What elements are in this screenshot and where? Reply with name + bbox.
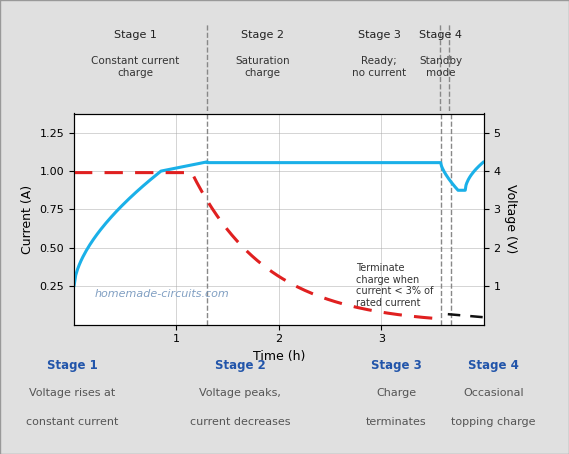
Text: terminates: terminates <box>366 417 426 427</box>
Text: Voltage rises at: Voltage rises at <box>30 388 116 398</box>
Text: Saturation
charge: Saturation charge <box>235 56 290 78</box>
Text: Standby
mode: Standby mode <box>419 56 462 78</box>
Text: Occasional: Occasional <box>463 388 524 398</box>
Text: Charge: Charge <box>376 388 416 398</box>
Text: Stage 4: Stage 4 <box>468 359 519 372</box>
Text: Terminate
charge when
current < 3% of
rated current: Terminate charge when current < 3% of ra… <box>356 263 433 308</box>
Text: current decreases: current decreases <box>189 417 290 427</box>
Text: Voltage peaks,: Voltage peaks, <box>199 388 281 398</box>
Text: topping charge: topping charge <box>451 417 536 427</box>
Text: Stage 3: Stage 3 <box>358 30 401 40</box>
Y-axis label: Current (A): Current (A) <box>21 184 34 254</box>
Text: Stage 3: Stage 3 <box>370 359 422 372</box>
Text: Stage 4: Stage 4 <box>419 30 462 40</box>
Text: Stage 1: Stage 1 <box>47 359 98 372</box>
Text: Stage 2: Stage 2 <box>241 30 284 40</box>
Text: homemade-circuits.com: homemade-circuits.com <box>94 289 229 299</box>
Text: Stage 1: Stage 1 <box>114 30 157 40</box>
Text: constant current: constant current <box>26 417 119 427</box>
X-axis label: Time (h): Time (h) <box>253 350 305 363</box>
Y-axis label: Voltage (V): Voltage (V) <box>504 184 517 254</box>
Text: Stage 2: Stage 2 <box>215 359 265 372</box>
Text: Constant current
charge: Constant current charge <box>91 56 180 78</box>
Text: Ready;
no current: Ready; no current <box>352 56 406 78</box>
